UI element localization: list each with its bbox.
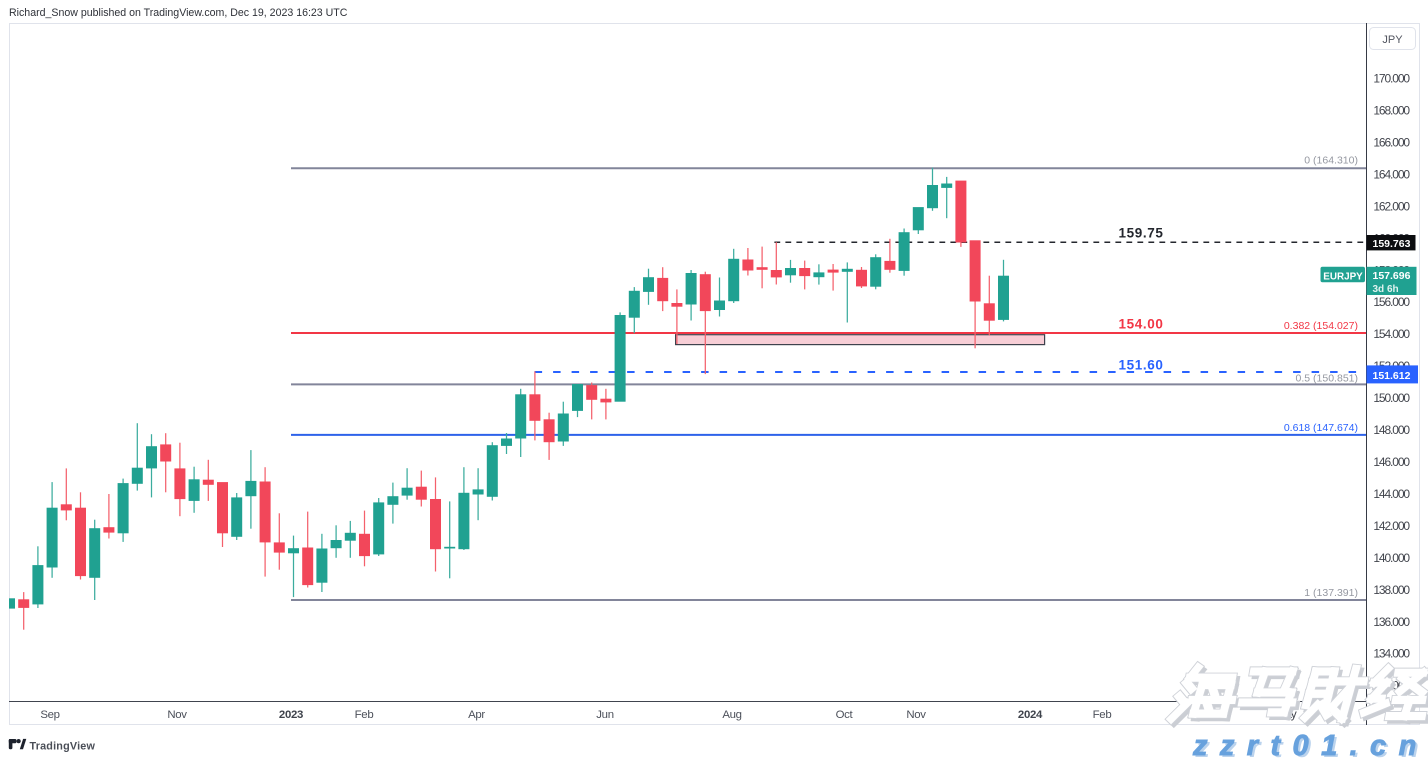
svg-text:162.000: 162.000 xyxy=(1373,199,1410,213)
svg-text:Nov: Nov xyxy=(167,709,187,721)
svg-text:0.382 (154.027): 0.382 (154.027) xyxy=(1284,320,1358,332)
svg-text:164.000: 164.000 xyxy=(1373,167,1410,181)
svg-text:168.000: 168.000 xyxy=(1373,104,1410,118)
svg-text:151.612: 151.612 xyxy=(1373,370,1411,382)
svg-text:150.000: 150.000 xyxy=(1373,391,1410,405)
svg-text:TradingView: TradingView xyxy=(30,740,96,752)
svg-text:134.000: 134.000 xyxy=(1373,647,1410,661)
svg-text:138.000: 138.000 xyxy=(1373,583,1410,597)
svg-text:Apr: Apr xyxy=(468,709,485,721)
svg-text:0 (164.310): 0 (164.310) xyxy=(1304,154,1358,166)
svg-text:0.5 (150.851): 0.5 (150.851) xyxy=(1296,373,1358,385)
svg-text:159.75: 159.75 xyxy=(1119,225,1164,240)
svg-text:140.000: 140.000 xyxy=(1373,551,1410,565)
svg-text:Sep: Sep xyxy=(40,709,59,721)
svg-text:Nov: Nov xyxy=(906,709,926,721)
svg-text:148.000: 148.000 xyxy=(1373,423,1410,437)
svg-text:0.618 (147.674): 0.618 (147.674) xyxy=(1284,422,1358,434)
svg-text:136.000: 136.000 xyxy=(1373,615,1410,629)
svg-text:Richard_Snow published on Trad: Richard_Snow published on TradingView.co… xyxy=(9,7,348,19)
svg-text:2023: 2023 xyxy=(279,709,303,721)
svg-text:Feb: Feb xyxy=(1093,709,1112,721)
svg-text:Jun: Jun xyxy=(596,709,613,721)
svg-text:170.000: 170.000 xyxy=(1373,72,1410,86)
svg-text:144.000: 144.000 xyxy=(1373,487,1410,501)
svg-text:Feb: Feb xyxy=(355,709,374,721)
svg-text:3d 6h: 3d 6h xyxy=(1373,284,1399,295)
svg-text:151.60: 151.60 xyxy=(1119,357,1164,372)
svg-text:159.763: 159.763 xyxy=(1373,238,1411,250)
svg-text:Aug: Aug xyxy=(722,709,741,721)
svg-text:JPY: JPY xyxy=(1382,34,1403,46)
svg-text:154.000: 154.000 xyxy=(1373,327,1410,341)
svg-text:166.000: 166.000 xyxy=(1373,136,1410,150)
svg-text:Oct: Oct xyxy=(836,709,854,721)
svg-text:2024: 2024 xyxy=(1018,709,1043,721)
svg-text:154.00: 154.00 xyxy=(1119,316,1164,331)
svg-text:146.000: 146.000 xyxy=(1373,455,1410,469)
svg-text:142.000: 142.000 xyxy=(1373,519,1410,533)
svg-text:1 (137.391): 1 (137.391) xyxy=(1304,587,1358,599)
svg-text:zzrt01.cn: zzrt01.cn xyxy=(1195,732,1428,760)
svg-text:zzrt01.cn: zzrt01.cn xyxy=(1192,730,1428,760)
svg-text:157.696: 157.696 xyxy=(1373,270,1411,282)
svg-text:EURJPY: EURJPY xyxy=(1323,272,1363,283)
svg-text:156.000: 156.000 xyxy=(1373,295,1410,309)
